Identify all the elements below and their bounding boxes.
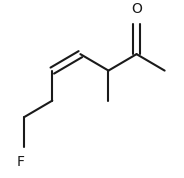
Text: F: F bbox=[16, 155, 24, 169]
Text: O: O bbox=[131, 2, 142, 16]
